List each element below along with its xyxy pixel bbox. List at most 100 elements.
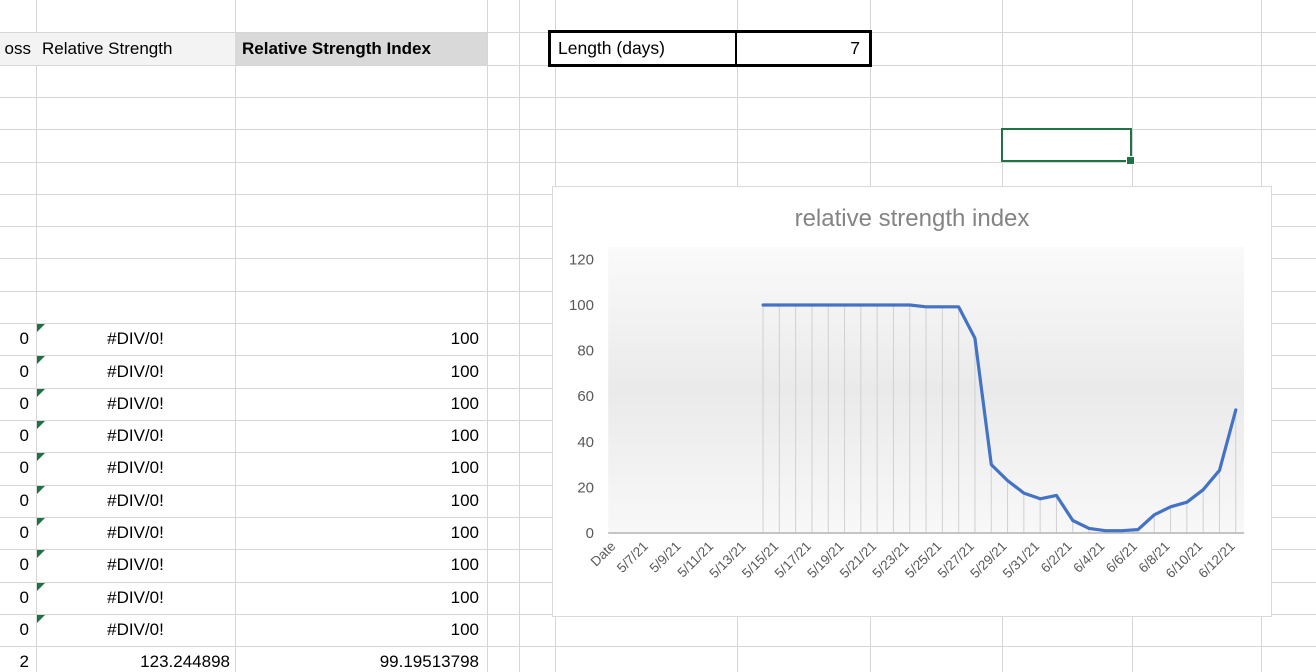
y-axis-tick-label: 100 <box>569 297 594 314</box>
cell-gain-loss[interactable]: 2 <box>0 646 36 672</box>
cell-rsi[interactable]: 100 <box>235 388 487 420</box>
cell-gain-loss[interactable]: 0 <box>0 323 36 355</box>
header-cell-relative-strength[interactable]: Relative Strength <box>36 33 235 65</box>
cell-gain-loss[interactable]: 0 <box>0 452 36 484</box>
cell-gain-loss-value: 2 <box>19 652 29 672</box>
cell-rsi-value: 100 <box>450 426 479 446</box>
cell-relative-strength[interactable]: 123.244898 <box>36 646 235 672</box>
cell-rsi-value: 100 <box>450 361 479 381</box>
length-days-label: Length (days) <box>558 38 666 58</box>
cell-rsi[interactable]: 100 <box>235 614 487 646</box>
cell-relative-strength[interactable]: #DIV/0! <box>36 323 235 355</box>
cell-gain-loss-value: 0 <box>19 393 29 413</box>
y-axis-tick-label: 0 <box>586 525 594 542</box>
cell-rsi[interactable]: 100 <box>235 420 487 452</box>
cell-relative-strength-value: #DIV/0! <box>107 329 164 349</box>
cell-relative-strength[interactable]: #DIV/0! <box>36 355 235 387</box>
cell-rsi[interactable]: 100 <box>235 517 487 549</box>
cell-relative-strength[interactable]: #DIV/0! <box>36 549 235 581</box>
cell-rsi-value: 100 <box>450 329 479 349</box>
cell-rsi[interactable]: 100 <box>235 485 487 517</box>
cell-relative-strength[interactable]: #DIV/0! <box>36 614 235 646</box>
error-indicator-icon[interactable] <box>37 517 45 526</box>
gridline-vertical <box>35 0 37 672</box>
error-indicator-icon[interactable] <box>37 453 45 462</box>
cell-gain-loss[interactable]: 0 <box>0 614 36 646</box>
cell-rsi[interactable]: 99.19513798 <box>235 646 487 672</box>
cell-gain-loss[interactable]: 0 <box>0 549 36 581</box>
cell-relative-strength[interactable]: #DIV/0! <box>36 388 235 420</box>
cell-gain-loss-value: 0 <box>19 490 29 510</box>
cell-relative-strength-value: #DIV/0! <box>107 490 164 510</box>
y-axis-tick-label: 40 <box>577 434 594 451</box>
header-cell-rsi[interactable]: Relative Strength Index <box>235 33 487 65</box>
error-indicator-icon[interactable] <box>37 356 45 365</box>
error-indicator-icon[interactable] <box>37 388 45 397</box>
y-axis-tick-label: 80 <box>577 343 594 360</box>
cell-relative-strength-value: 123.244898 <box>140 652 230 672</box>
cell-rsi[interactable]: 100 <box>235 582 487 614</box>
error-indicator-icon[interactable] <box>37 421 45 430</box>
length-days-value-cell[interactable]: 7 <box>737 33 869 64</box>
cell-gain-loss[interactable]: 0 <box>0 420 36 452</box>
cell-rsi[interactable]: 100 <box>235 452 487 484</box>
cell-relative-strength-value: #DIV/0! <box>107 555 164 575</box>
cell-relative-strength[interactable]: #DIV/0! <box>36 582 235 614</box>
cell-rsi-value: 100 <box>450 490 479 510</box>
cell-relative-strength-value: #DIV/0! <box>107 523 164 543</box>
cell-gain-loss-value: 0 <box>19 426 29 446</box>
fill-handle[interactable] <box>1126 156 1135 165</box>
error-indicator-icon[interactable] <box>37 582 45 591</box>
cell-relative-strength-value: #DIV/0! <box>107 587 164 607</box>
length-days-value: 7 <box>850 38 860 58</box>
header-loss-label: oss <box>4 39 31 58</box>
cell-relative-strength-value: #DIV/0! <box>107 458 164 478</box>
cell-relative-strength-value: #DIV/0! <box>107 393 164 413</box>
cell-rsi-value: 100 <box>450 523 479 543</box>
gridline-horizontal <box>0 129 1316 131</box>
error-indicator-icon[interactable] <box>37 550 45 559</box>
cell-rsi[interactable]: 100 <box>235 323 487 355</box>
cell-gain-loss[interactable]: 0 <box>0 355 36 387</box>
length-days-label-cell[interactable]: Length (days) <box>551 33 737 64</box>
cell-gain-loss-value: 0 <box>19 555 29 575</box>
cell-relative-strength-value: #DIV/0! <box>107 426 164 446</box>
header-relative-strength-label: Relative Strength <box>42 39 173 58</box>
selected-cell[interactable] <box>1001 128 1135 165</box>
cell-rsi-value: 100 <box>450 620 479 640</box>
gridline-vertical <box>518 0 520 672</box>
cell-rsi-value: 100 <box>450 393 479 413</box>
cell-gain-loss-value: 0 <box>19 458 29 478</box>
cell-gain-loss[interactable]: 0 <box>0 388 36 420</box>
error-indicator-icon[interactable] <box>37 614 45 623</box>
rsi-series-line <box>761 303 1238 533</box>
cell-rsi-value: 100 <box>450 458 479 478</box>
error-indicator-icon[interactable] <box>37 324 45 333</box>
gridline-vertical <box>234 0 236 672</box>
cell-gain-loss-value: 0 <box>19 361 29 381</box>
chart-title: relative strength index <box>795 205 1030 232</box>
cell-relative-strength[interactable]: #DIV/0! <box>36 452 235 484</box>
cell-relative-strength[interactable]: #DIV/0! <box>36 485 235 517</box>
cell-rsi[interactable]: 100 <box>235 549 487 581</box>
header-cell-loss[interactable]: oss <box>0 33 36 65</box>
y-axis-tick-label: 20 <box>577 479 594 496</box>
gridline-horizontal <box>0 161 1316 163</box>
cell-rsi[interactable]: 100 <box>235 355 487 387</box>
cell-relative-strength-value: #DIV/0! <box>107 361 164 381</box>
rsi-line-chart[interactable]: relative strength index120100806040200Da… <box>552 186 1272 617</box>
cell-relative-strength[interactable]: #DIV/0! <box>36 517 235 549</box>
cell-gain-loss[interactable]: 0 <box>0 485 36 517</box>
cell-gain-loss-value: 0 <box>19 523 29 543</box>
gridline-horizontal <box>0 96 1316 98</box>
length-days-range[interactable]: Length (days) 7 <box>548 30 872 67</box>
header-rsi-label: Relative Strength Index <box>242 39 431 58</box>
cell-gain-loss[interactable]: 0 <box>0 517 36 549</box>
gridline-vertical <box>486 0 488 672</box>
error-indicator-icon[interactable] <box>37 485 45 494</box>
cell-gain-loss[interactable]: 0 <box>0 582 36 614</box>
cell-rsi-value: 100 <box>450 555 479 575</box>
cell-rsi-value: 99.19513798 <box>379 652 479 672</box>
cell-relative-strength[interactable]: #DIV/0! <box>36 420 235 452</box>
gridline-horizontal <box>0 646 1316 648</box>
